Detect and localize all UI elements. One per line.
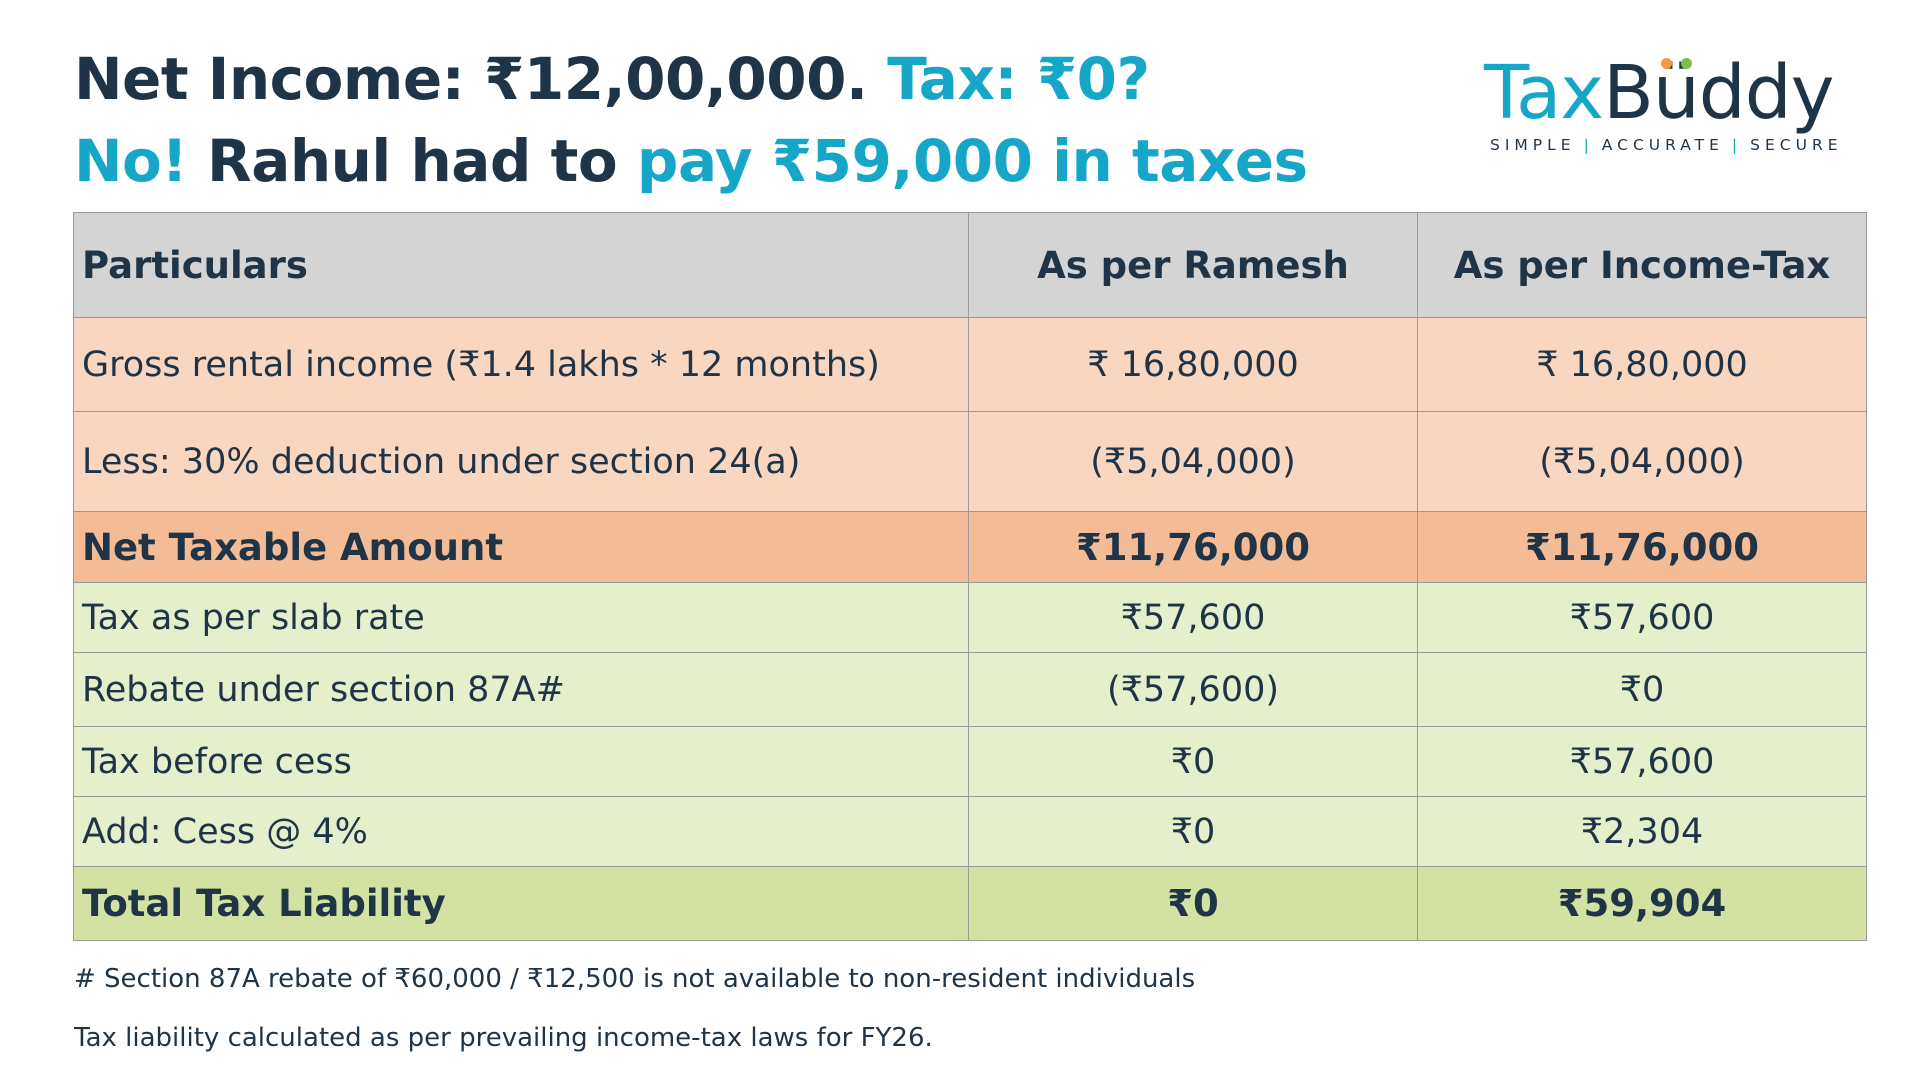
row-label: Net Taxable Amount: [73, 511, 969, 583]
headline-rahul: Rahul had to: [207, 127, 618, 195]
income-tax-value: ₹57,600: [1417, 582, 1867, 653]
row-label: Tax as per slab rate: [73, 582, 969, 653]
headline-line-1: Net Income: ₹12,00,000. Tax: ₹0?: [74, 38, 1308, 120]
row-label: Gross rental income (₹1.4 lakhs * 12 mon…: [73, 317, 969, 412]
logo-word-ddy: ddy: [1698, 50, 1835, 136]
income-tax-value: ₹0: [1417, 652, 1867, 727]
tagline-simple: SIMPLE: [1490, 136, 1576, 154]
table-row: Tax before cess ₹0 ₹57,600: [73, 726, 1867, 797]
table-header-row: Particulars As per Ramesh As per Income-…: [73, 212, 1867, 318]
ramesh-value: (₹5,04,000): [968, 411, 1418, 512]
income-tax-value: (₹5,04,000): [1417, 411, 1867, 512]
income-tax-value: ₹57,600: [1417, 726, 1867, 797]
ramesh-value: ₹ 16,80,000: [968, 317, 1418, 412]
tagline-accurate: ACCURATE: [1601, 136, 1724, 154]
income-tax-value: ₹59,904: [1417, 866, 1867, 941]
logo-dot-orange-icon: [1660, 58, 1672, 69]
table-row: Less: 30% deduction under section 24(a) …: [73, 411, 1867, 512]
headline-net-income: Net Income: ₹12,00,000.: [74, 45, 868, 113]
table-row: Gross rental income (₹1.4 lakhs * 12 mon…: [73, 317, 1867, 412]
row-label: Add: Cess @ 4%: [73, 796, 969, 867]
income-tax-value: ₹11,76,000: [1417, 511, 1867, 583]
header-particulars: Particulars: [73, 212, 969, 318]
headline: Net Income: ₹12,00,000. Tax: ₹0? No! Rah…: [74, 38, 1308, 202]
logo-word-b: B: [1603, 50, 1654, 136]
ramesh-value: (₹57,600): [968, 652, 1418, 727]
logo-word-u: ü: [1652, 50, 1700, 136]
table-row: Rebate under section 87A# (₹57,600) ₹0: [73, 652, 1867, 727]
ramesh-value: ₹57,600: [968, 582, 1418, 653]
tagline-separator: |: [1731, 136, 1743, 154]
row-label: Rebate under section 87A#: [73, 652, 969, 727]
footnote-fy26: Tax liability calculated as per prevaili…: [74, 1023, 933, 1053]
logo-dot-green-icon: [1680, 58, 1692, 69]
tax-comparison-table: Particulars As per Ramesh As per Income-…: [73, 212, 1867, 941]
income-tax-value: ₹ 16,80,000: [1417, 317, 1867, 412]
row-label: Total Tax Liability: [73, 866, 969, 941]
headline-no: No!: [74, 127, 188, 195]
headline-pay-amount: pay ₹59,000 in taxes: [636, 127, 1308, 195]
ramesh-value: ₹0: [968, 726, 1418, 797]
tagline-secure: SECURE: [1750, 136, 1843, 154]
logo-letter-u: ü: [1652, 50, 1700, 136]
logo-tagline: SIMPLE | ACCURATE | SECURE: [1484, 136, 1854, 154]
table-row: Total Tax Liability ₹0 ₹59,904: [73, 866, 1867, 941]
logo-word-tax: Tax: [1484, 50, 1604, 136]
income-tax-value: ₹2,304: [1417, 796, 1867, 867]
ramesh-value: ₹0: [968, 796, 1418, 867]
logo-wordmark: TaxBü ddy: [1484, 52, 1854, 134]
row-label: Less: 30% deduction under section 24(a): [73, 411, 969, 512]
ramesh-value: ₹11,76,000: [968, 511, 1418, 583]
footnote-87a: # Section 87A rebate of ₹60,000 / ₹12,50…: [74, 964, 1196, 994]
tagline-separator: |: [1583, 136, 1594, 154]
header-as-per-income-tax: As per Income-Tax: [1417, 212, 1867, 318]
row-label: Tax before cess: [73, 726, 969, 797]
header-as-per-ramesh: As per Ramesh: [968, 212, 1418, 318]
table-row: Add: Cess @ 4% ₹0 ₹2,304: [73, 796, 1867, 867]
headline-tax-question: Tax: ₹0?: [887, 45, 1150, 113]
table-row: Net Taxable Amount ₹11,76,000 ₹11,76,000: [73, 511, 1867, 583]
ramesh-value: ₹0: [968, 866, 1418, 941]
taxbuddy-logo: TaxBü ddy SIMPLE | ACCURATE | SECURE: [1484, 52, 1854, 154]
headline-line-2: No! Rahul had to pay ₹59,000 in taxes: [74, 120, 1308, 202]
table-row: Tax as per slab rate ₹57,600 ₹57,600: [73, 582, 1867, 653]
